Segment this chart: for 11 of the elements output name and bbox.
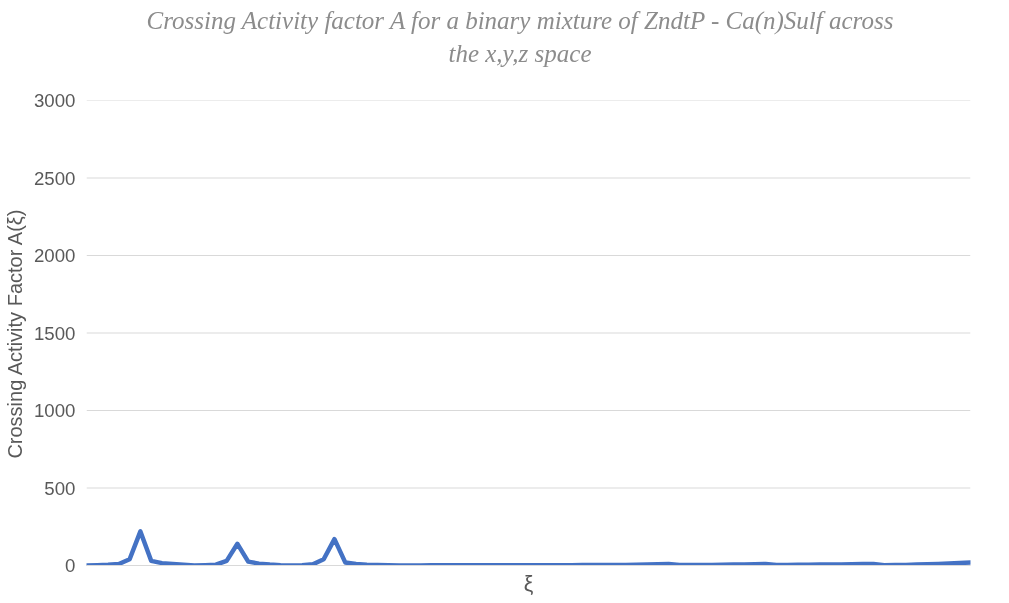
y-tick-label: 500 [44,477,76,499]
y-tick-label: 2000 [34,245,76,266]
y-axis-title: Crossing Activity Factor A(ξ) [4,209,26,459]
y-tick-label: 0 [65,555,76,576]
y-tick-label: 1000 [34,400,76,421]
y-tick-label: 1500 [34,322,76,344]
y-tick-label: 3000 [34,90,76,111]
chart-title: Crossing Activity factor A for a binary mixture of ZndtP - Ca(n)Sulf across the x,y,z space [145,6,895,69]
x-axis-title: ξ [523,571,534,596]
y-tick-label: 2500 [34,167,76,189]
line-series [86,529,971,566]
